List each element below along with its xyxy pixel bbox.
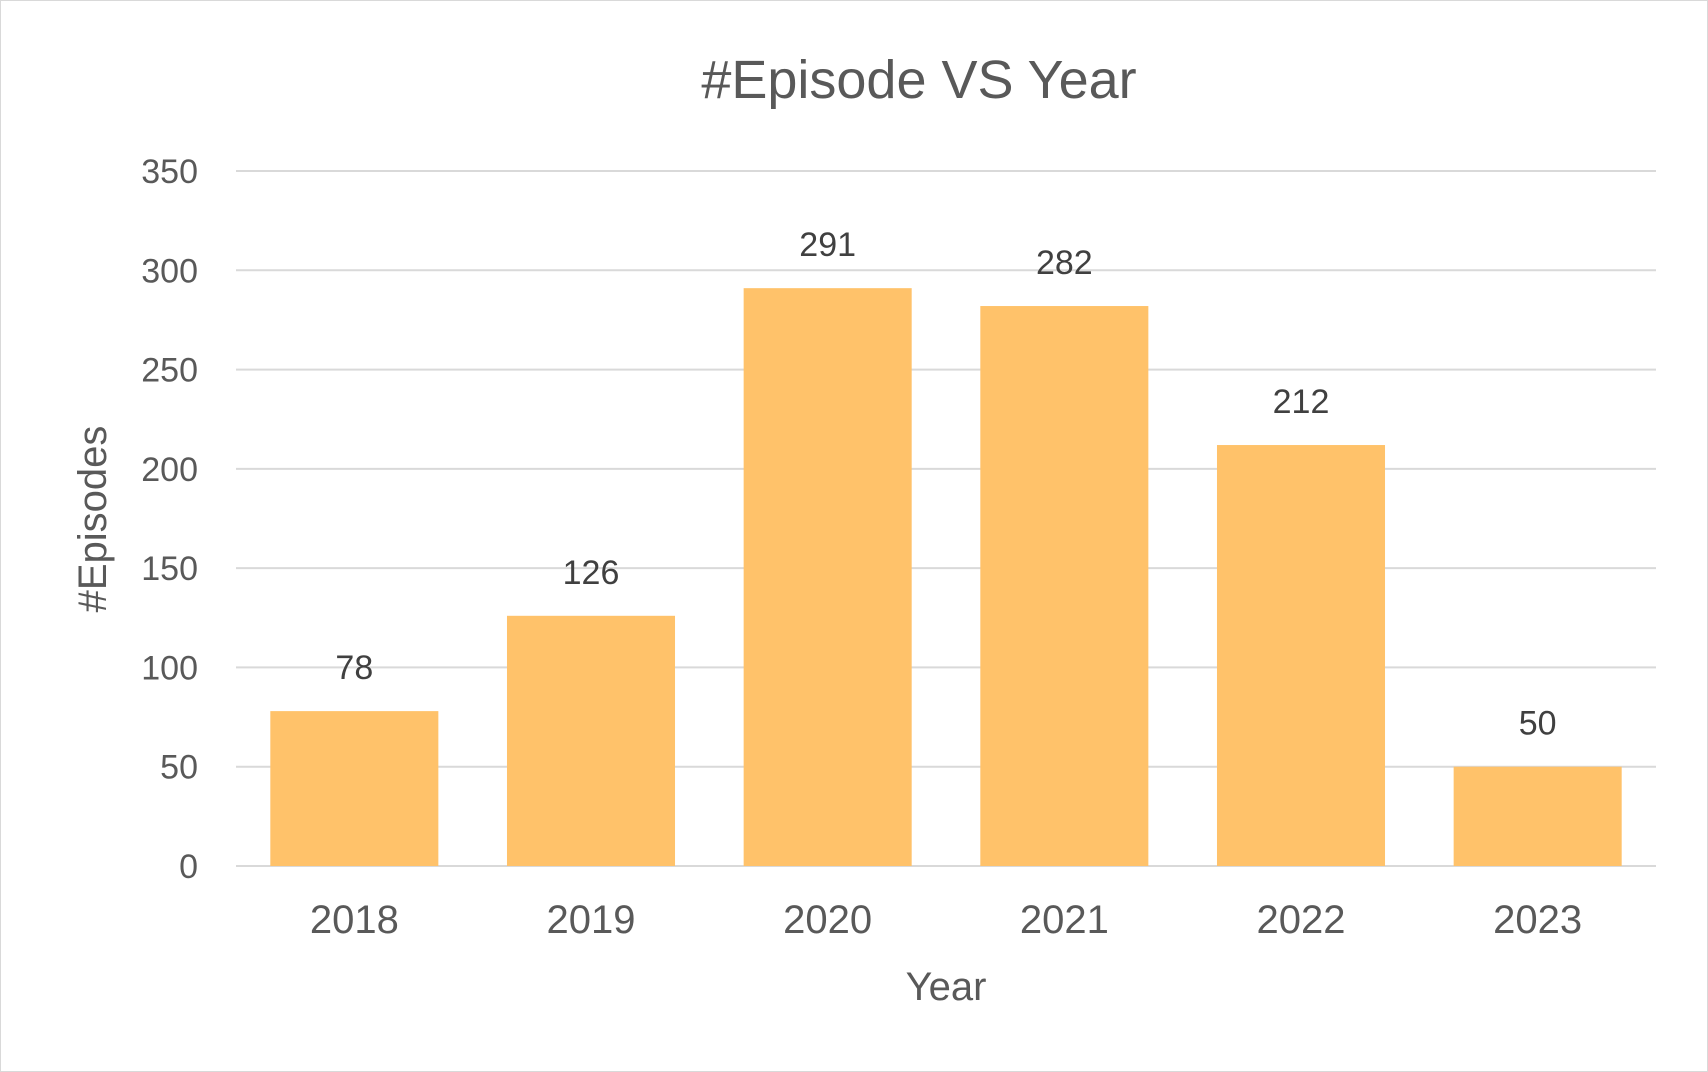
y-tick-label: 50 (160, 749, 198, 787)
data-label-2020: 291 (799, 226, 856, 264)
bar-2019 (506, 615, 676, 866)
bar-2020 (743, 288, 912, 867)
x-axis-title: Year (906, 965, 987, 1009)
data-labels: 78 126 291 282 212 50 (335, 226, 1556, 743)
data-label-2021: 282 (1036, 244, 1093, 282)
y-axis-title: #Episodes (71, 426, 115, 613)
x-tick-label: 2019 (547, 898, 636, 942)
x-tick-label: 2021 (1020, 898, 1109, 942)
data-label-2023: 50 (1519, 705, 1557, 743)
y-tick-label: 300 (141, 252, 198, 290)
x-tick-label: 2022 (1257, 898, 1346, 942)
y-tick-label: 100 (141, 649, 198, 687)
y-axis-ticks: 0 50 100 150 200 250 300 350 (141, 153, 198, 886)
y-tick-label: 350 (141, 153, 198, 191)
x-tick-label: 2018 (310, 898, 399, 942)
x-tick-label: 2020 (783, 898, 872, 942)
y-tick-label: 0 (179, 848, 198, 886)
chart-title: #Episode VS Year (701, 50, 1136, 110)
bar-2018 (270, 711, 439, 866)
y-tick-label: 250 (141, 352, 198, 390)
x-axis-ticks: 2018 2019 2020 2021 2022 2023 (310, 898, 1582, 942)
x-tick-label: 2023 (1493, 898, 1582, 942)
bars (270, 288, 1622, 867)
data-label-2022: 212 (1273, 383, 1330, 421)
y-tick-label: 150 (141, 550, 198, 588)
bar-2022 (1216, 445, 1386, 866)
gridlines (236, 170, 1656, 867)
data-label-2018: 78 (335, 649, 373, 687)
y-tick-label: 200 (141, 451, 198, 489)
bar-2021 (980, 306, 1149, 866)
bar-2023 (1453, 766, 1622, 866)
data-label-2019: 126 (563, 554, 620, 592)
